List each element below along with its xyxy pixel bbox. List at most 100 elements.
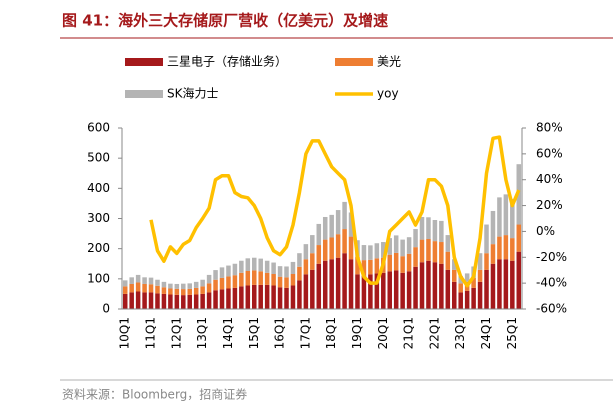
bar-segment <box>161 287 167 294</box>
bar-segment <box>271 285 276 309</box>
bar-segment <box>445 269 451 309</box>
bar-segment <box>252 270 257 285</box>
bar-segment <box>239 260 244 273</box>
bar-segment <box>239 272 244 287</box>
bar-segment <box>368 259 373 275</box>
x-tick-label: 13Q1 <box>195 317 209 349</box>
bar-segment <box>335 234 341 258</box>
bar-segment <box>129 283 134 293</box>
bar-segment <box>297 280 302 309</box>
bar-segment <box>168 288 173 295</box>
bar-segment <box>510 198 515 239</box>
bar-segment <box>168 294 173 309</box>
bar-segment <box>122 293 128 309</box>
bar-segment <box>329 214 334 238</box>
bar-segment <box>155 279 160 286</box>
source-note: 资料来源：Bloomberg，招商证券 <box>62 387 247 402</box>
bar-segment <box>258 258 263 272</box>
y2-tick-label: 40% <box>536 172 563 186</box>
bar-segment <box>303 259 309 275</box>
x-tick-label: 22Q1 <box>427 317 441 349</box>
bar-segment <box>232 275 238 288</box>
x-tick-label: 20Q1 <box>376 317 390 349</box>
bar-segment <box>477 269 483 282</box>
bar-segment <box>374 243 380 259</box>
bar-segment <box>142 283 147 293</box>
y2-tick-label: 20% <box>536 198 563 212</box>
bar-segment <box>226 276 231 289</box>
bar-segment <box>322 239 328 261</box>
bar-segment <box>393 270 399 309</box>
bar-segment <box>484 224 489 254</box>
bar-segment <box>322 216 328 240</box>
bar-segment <box>355 274 360 309</box>
x-tick-label: 19Q1 <box>350 317 364 349</box>
legend-swatch <box>335 58 373 66</box>
bar-segment <box>200 293 205 309</box>
bar-segment <box>477 253 483 270</box>
bar-segment <box>187 294 192 309</box>
bar-segment <box>439 242 444 264</box>
y2-tick-label: -40% <box>536 276 567 290</box>
bar-segment <box>432 220 438 242</box>
yoy-line <box>149 135 521 288</box>
bar-segment <box>406 237 412 254</box>
y-tick-label: 200 <box>87 241 110 255</box>
bar-segment <box>445 235 451 252</box>
bar-segment <box>316 245 322 264</box>
bar-segment <box>432 241 438 263</box>
bar-segment <box>174 283 180 289</box>
bar-segment <box>484 253 489 270</box>
bar-segment <box>200 279 205 287</box>
bar-segment <box>200 286 205 294</box>
bar-segment <box>174 294 180 309</box>
bar-segment <box>245 258 251 271</box>
bar-segment <box>297 253 302 267</box>
bar-segment <box>335 210 341 235</box>
bar-segment <box>406 271 412 309</box>
bar-segment <box>135 291 141 309</box>
bar-segment <box>322 260 328 309</box>
y2-tick-label: -20% <box>536 250 567 264</box>
bar-segment <box>503 259 509 309</box>
y2-tick-label: 0% <box>536 224 555 238</box>
bar-segment <box>219 267 225 278</box>
bar-segment <box>232 287 238 309</box>
bar-segment <box>393 252 399 271</box>
bar-segment <box>174 288 180 295</box>
bar-segment <box>374 273 380 309</box>
bar-segment <box>355 256 360 275</box>
bar-segment <box>490 244 496 264</box>
bar-segment <box>310 253 315 270</box>
bar-segment <box>277 266 283 277</box>
bar-segment <box>445 251 451 270</box>
bar-segment <box>148 284 154 293</box>
bar-segment <box>329 259 334 309</box>
bar-segment <box>503 194 509 236</box>
bar-segment <box>329 237 334 260</box>
bar-segment <box>187 283 192 289</box>
x-tick-label: 25Q1 <box>505 317 519 349</box>
bar-segment <box>419 216 425 240</box>
bar-segment <box>213 270 218 280</box>
bar-segment <box>290 274 296 286</box>
y2-tick-label: 60% <box>536 146 563 160</box>
y-tick-label: 500 <box>87 151 110 165</box>
bar-segment <box>497 197 502 237</box>
bar-segment <box>187 288 192 295</box>
bar-segment <box>239 286 244 309</box>
bar-segment <box>206 274 212 284</box>
bar-segment <box>400 239 405 257</box>
bar-segment <box>464 273 470 282</box>
bar-segment <box>484 269 489 309</box>
bar-segment <box>129 277 134 284</box>
bar-segment <box>374 258 380 274</box>
legend-label: 美光 <box>377 55 401 69</box>
y-tick-label: 100 <box>87 271 110 285</box>
bar-segment <box>181 295 186 309</box>
bar-segment <box>310 235 315 254</box>
chart-title: 图 41：海外三大存储原厂营收（亿美元）及增速 <box>62 12 388 30</box>
bar-segment <box>516 224 522 252</box>
bar-segment <box>361 260 367 276</box>
x-tick-label: 23Q1 <box>453 317 467 349</box>
